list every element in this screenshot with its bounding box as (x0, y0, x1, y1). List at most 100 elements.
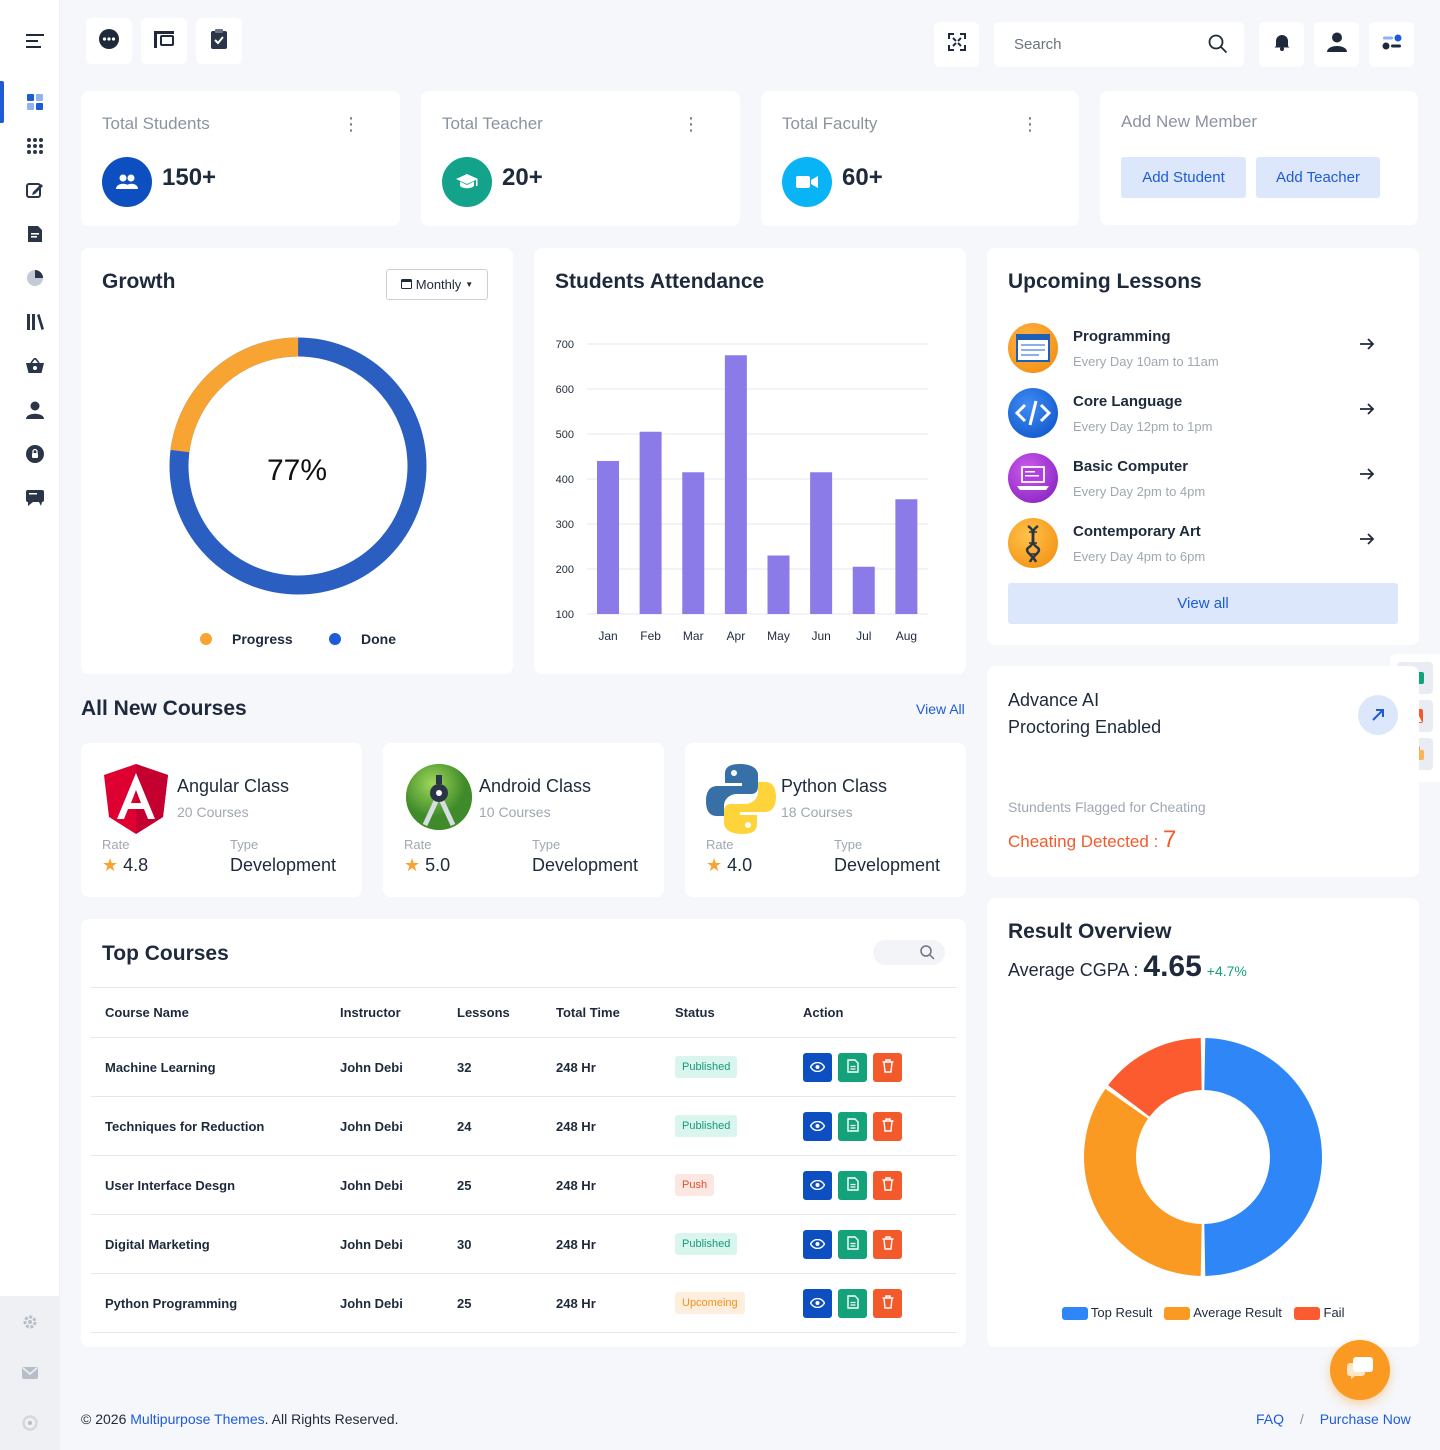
document-button[interactable] (838, 1052, 867, 1082)
footer-links: FAQ / Purchase Now (1256, 1411, 1411, 1427)
type-label: Type (834, 837, 863, 852)
chat-board-icon[interactable] (22, 485, 48, 511)
attendance-title: Students Attendance (555, 270, 765, 293)
delete-button[interactable] (873, 1288, 902, 1318)
arrow-right-icon[interactable] (1358, 530, 1378, 550)
arrow-right-icon[interactable] (1358, 400, 1378, 420)
add-member-card: Add New Member Add Student Add Teacher (1100, 91, 1418, 225)
android-logo-icon (405, 763, 473, 838)
dashboard-icon[interactable] (22, 89, 48, 115)
course-card[interactable]: Python Class 18 Courses Rate Type ★ 4.0 … (685, 743, 966, 897)
lock-icon[interactable] (22, 441, 48, 467)
menu-toggle-icon[interactable] (22, 28, 48, 54)
sidebar-active-indicator (0, 81, 4, 123)
notifications-button[interactable] (1259, 22, 1304, 67)
user-icon[interactable] (22, 397, 48, 423)
settings-toggle-button[interactable] (1369, 22, 1414, 67)
instructor-cell: John Debi (326, 1273, 443, 1333)
table-row: Techniques for Reduction John Debi 24 248 H… (91, 1096, 956, 1156)
arrow-up-right-icon[interactable] (1358, 695, 1398, 735)
document-icon[interactable] (22, 221, 48, 247)
bar (639, 431, 662, 614)
lesson-item[interactable]: Core Language Every Day 12pm to 1pm (1008, 388, 1398, 440)
mail-icon[interactable] (22, 1366, 38, 1384)
y-tick-label: 300 (556, 519, 574, 531)
proctor-line1: Advance AI (1008, 690, 1100, 710)
view-button[interactable] (803, 1170, 832, 1200)
view-all-courses-link[interactable]: View All (916, 701, 965, 717)
y-tick-label: 200 (556, 564, 574, 576)
total-time-cell: 248 Hr (542, 1214, 661, 1274)
growth-title: Growth (102, 270, 176, 293)
table-search[interactable] (873, 940, 945, 965)
y-tick-label: 700 (556, 339, 574, 351)
view-button[interactable] (803, 1288, 832, 1318)
settings-icon[interactable] (22, 1314, 38, 1335)
star-icon: ★ (102, 855, 119, 875)
bar (682, 472, 705, 614)
pie-chart-icon[interactable] (22, 265, 48, 291)
clipboard-button[interactable] (196, 18, 242, 64)
more-options-icon[interactable]: ⋮ (682, 114, 700, 134)
bar (597, 461, 619, 614)
profile-button[interactable] (1314, 22, 1359, 67)
more-options-icon[interactable]: ⋮ (342, 114, 360, 134)
footer-copyright: © 2026 Multipurpose Themes. All Rights R… (81, 1411, 399, 1427)
arrow-right-icon[interactable] (1358, 335, 1378, 355)
course-type: Development (532, 855, 639, 875)
total-time-cell: 248 Hr (542, 1096, 661, 1156)
video-camera-icon (782, 157, 832, 207)
x-tick-label: Jul (856, 629, 871, 643)
delete-button[interactable] (873, 1170, 902, 1200)
search-input[interactable] (994, 22, 1204, 67)
attendance-bar-chart: 100 200 300 400 500 600 700 Jan Feb Mar Apr May Jun J… (556, 339, 928, 643)
calendar-icon (400, 277, 412, 292)
course-name-cell: User Interface Desgn (91, 1155, 326, 1215)
legend-fail: Fail (1293, 1305, 1344, 1321)
period-select[interactable]: Monthly ▼ (386, 269, 488, 300)
search-icon[interactable] (1208, 34, 1228, 59)
apps-grid-icon[interactable] (22, 133, 48, 159)
view-button[interactable] (803, 1111, 832, 1141)
delete-button[interactable] (873, 1111, 902, 1141)
proctoring-card: Advance AI Proctoring Enabled Stundents … (987, 666, 1419, 877)
lesson-item[interactable]: Contemporary Art Every Day 4pm to 6pm (1008, 518, 1398, 570)
faq-link[interactable]: FAQ (1256, 1411, 1285, 1427)
footer-brand-link[interactable]: Multipurpose Themes (130, 1411, 265, 1427)
purchase-now-link[interactable]: Purchase Now (1319, 1411, 1411, 1427)
view-button[interactable] (803, 1052, 832, 1082)
view-all-lessons-button[interactable]: View all (1008, 583, 1398, 624)
document-icon (846, 1235, 859, 1253)
document-button[interactable] (838, 1170, 867, 1200)
more-options-icon[interactable]: ⋮ (1021, 114, 1039, 134)
board-button[interactable] (141, 18, 187, 64)
action-cell (789, 1155, 956, 1215)
add-student-button[interactable]: Add Student (1121, 157, 1246, 198)
view-button[interactable] (803, 1229, 832, 1259)
chat-dots-icon (98, 28, 120, 55)
edit-icon[interactable] (22, 177, 48, 203)
document-button[interactable] (838, 1288, 867, 1318)
fullscreen-button[interactable] (934, 22, 979, 67)
document-icon (846, 1117, 859, 1135)
course-card[interactable]: Android Class 10 Courses Rate Type ★ 5.0… (383, 743, 664, 897)
top-courses-card: Top Courses Course Name Instructor Lesso… (81, 919, 966, 1347)
course-name-cell: Digital Marketing (91, 1214, 326, 1274)
power-icon[interactable] (22, 1415, 38, 1436)
lesson-item[interactable]: Basic Computer Every Day 2pm to 4pm (1008, 453, 1398, 505)
support-chat-button[interactable] (1330, 1340, 1390, 1400)
add-teacher-button[interactable]: Add Teacher (1256, 157, 1380, 198)
dna-icon (1008, 518, 1058, 568)
delete-button[interactable] (873, 1052, 902, 1082)
basket-icon[interactable] (22, 353, 48, 379)
arrow-right-icon[interactable] (1358, 465, 1378, 485)
document-button[interactable] (838, 1229, 867, 1259)
chat-bubble-button[interactable] (86, 18, 132, 64)
stat-title: Total Faculty (782, 114, 878, 133)
library-icon[interactable] (22, 309, 48, 335)
document-button[interactable] (838, 1111, 867, 1141)
delete-button[interactable] (873, 1229, 902, 1259)
lesson-time: Every Day 12pm to 1pm (1073, 419, 1213, 434)
lesson-item[interactable]: Programming Every Day 10am to 11am (1008, 323, 1398, 375)
course-card[interactable]: Angular Class 20 Courses Rate Type ★ 4.8… (81, 743, 362, 897)
